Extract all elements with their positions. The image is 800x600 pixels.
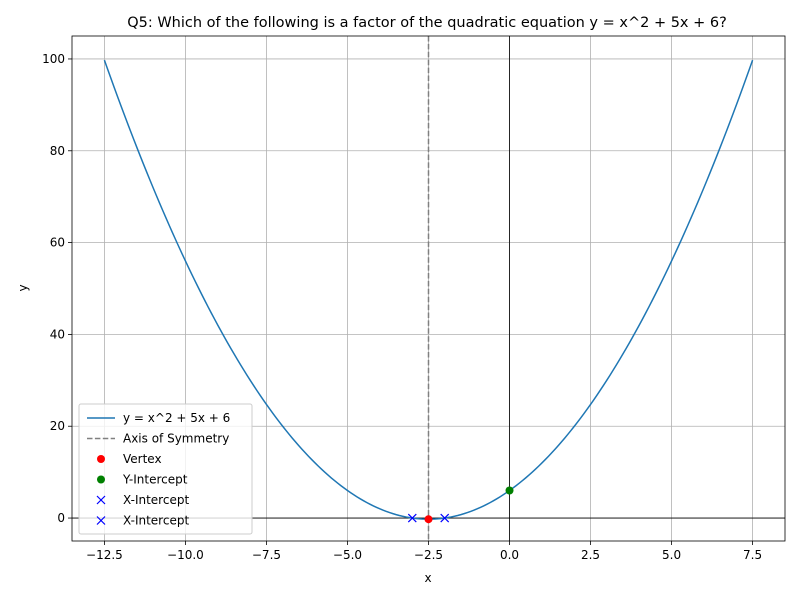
y-tick-label: 0 <box>57 511 65 525</box>
legend-handle-4 <box>97 475 105 484</box>
legend: y = x^2 + 5x + 6 Axis of Symmetry Vertex Y-… <box>78 403 253 535</box>
y-tick-label: 40 <box>50 327 65 341</box>
legend-label-6: X-Intercept <box>123 514 189 528</box>
y-tick-label: 100 <box>42 52 65 66</box>
x-tick-label: 7.5 <box>743 548 762 562</box>
point-x-intercept <box>407 513 417 523</box>
point-vertex <box>424 515 433 524</box>
x-tick-label: 2.5 <box>581 548 600 562</box>
point-y-intercept <box>505 486 514 495</box>
y-axis-ticks: 0 20 40 60 80 100 <box>42 52 72 525</box>
legend-label-2: Axis of Symmetry <box>123 432 229 446</box>
y-tick-label: 80 <box>50 144 65 158</box>
x-tick-label: −10.0 <box>167 548 204 562</box>
point-markers <box>407 486 514 524</box>
y-tick-label: 60 <box>50 236 65 250</box>
legend-handle-6 <box>96 516 106 525</box>
legend-label-1: y = x^2 + 5x + 6 <box>123 411 230 425</box>
y-axis-label: y <box>16 284 30 291</box>
x-axis-ticks: −12.5 −10.0 −7.5 −5.0 −2.5 0.0 2.5 5.0 7.5 <box>86 541 762 562</box>
point-x-intercept-stroke-b <box>440 513 450 523</box>
x-tick-label: −7.5 <box>252 548 281 562</box>
x-axis-label: x <box>424 571 431 585</box>
legend-handle-5 <box>96 495 106 505</box>
x-tick-label: −12.5 <box>86 548 123 562</box>
legend-box <box>78 403 253 535</box>
legend-handle-6-stroke-b <box>96 516 106 525</box>
point-x-intercept <box>440 513 450 523</box>
legend-label-3: Vertex <box>123 452 162 466</box>
point-x-intercept-stroke-b <box>407 513 417 523</box>
legend-handle-3 <box>97 455 105 463</box>
y-tick-label: 20 <box>50 419 65 433</box>
x-tick-label: 5.0 <box>662 548 681 562</box>
legend-handle-5-stroke-b <box>96 495 106 505</box>
plot-area <box>103 36 754 541</box>
legend-label-4: Y-Intercept <box>122 473 188 487</box>
x-tick-label: −2.5 <box>414 548 443 562</box>
x-tick-label: −5.0 <box>333 548 362 562</box>
x-tick-label: 0.0 <box>500 548 519 562</box>
legend-label-5: X-Intercept <box>123 493 189 507</box>
chart-title: Q5: Which of the following is a factor o… <box>127 15 727 31</box>
